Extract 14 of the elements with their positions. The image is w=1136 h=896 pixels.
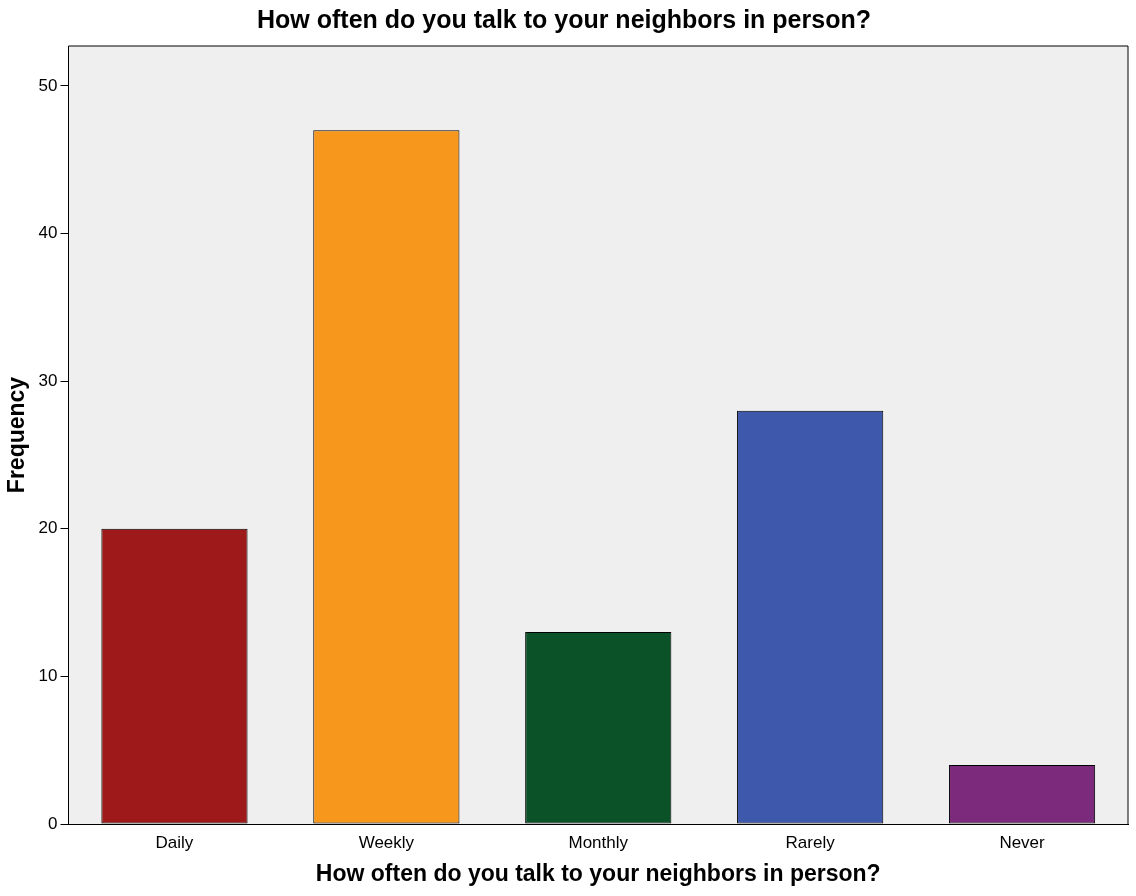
y-tick-label: 0: [48, 813, 58, 833]
x-tick-label: Never: [999, 832, 1046, 852]
chart-title: How often do you talk to your neighbors in person?: [257, 4, 871, 33]
x-tick-label: Rarely: [785, 832, 836, 852]
x-tick-label: Monthly: [568, 832, 629, 852]
y-axis-title: Frequency: [3, 376, 30, 494]
x-tick-label: Daily: [155, 832, 194, 852]
x-axis-title: How often do you talk to your neighbors in person?: [315, 859, 881, 886]
y-tick-label: 50: [38, 75, 58, 95]
y-tick-label: 40: [38, 223, 58, 243]
y-tick-label: 30: [38, 370, 58, 390]
y-tick-label: 20: [38, 518, 58, 538]
x-tick-label: Weekly: [358, 832, 415, 852]
y-tick-label: 10: [38, 666, 58, 686]
